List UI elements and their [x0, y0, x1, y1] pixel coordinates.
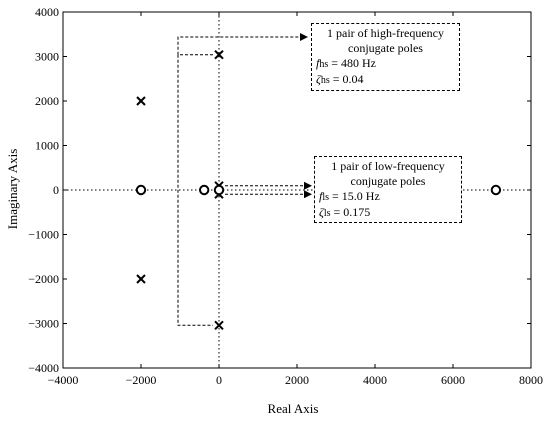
x-tick-label: −4000 — [48, 373, 79, 387]
y-tick-label: 1000 — [35, 139, 59, 153]
x-tick-label: 6000 — [441, 373, 465, 387]
annotation-low-line-1: 1 pair of low-frequency — [331, 159, 445, 173]
y-tick-label: 0 — [53, 183, 59, 197]
annotation-low-frequency-param: fls = 15.0 Hz — [319, 189, 380, 203]
x-tick-label: −2000 — [126, 373, 157, 387]
zero-mark — [198, 184, 210, 196]
high-pole-arrow — [177, 33, 308, 55]
y-axis-label: Imaginary Axis — [5, 149, 20, 230]
pole-mark — [136, 274, 146, 284]
annotation-high-line-2: conjugate poles — [348, 41, 423, 55]
zero-mark — [135, 184, 147, 196]
high-pole-bracket — [177, 54, 213, 326]
annotation-low-line-2: conjugate poles — [350, 174, 426, 188]
annotation-low-damping-param: ζls = 0.175 — [319, 205, 371, 219]
y-tick-label: −3000 — [28, 317, 59, 331]
reference-lines — [63, 12, 531, 368]
x-tick-label: 0 — [216, 373, 222, 387]
annotation-high-frequency-param: fhs = 480 Hz — [316, 56, 377, 70]
pole-mark — [136, 96, 146, 106]
x-tick-label: 8000 — [519, 373, 543, 387]
y-tick-label: −1000 — [28, 228, 59, 242]
y-tick-label: −2000 — [28, 272, 59, 286]
pole-mark — [214, 320, 224, 330]
annotation-high-frequency: 1 pair of high-frequency conjugate poles… — [311, 23, 460, 91]
pole-mark — [214, 50, 224, 60]
annotation-high-damping-param: ζhs = 0.04 — [316, 72, 364, 86]
zero-mark — [490, 184, 502, 196]
annotation-high-line-1: 1 pair of high-frequency — [327, 26, 444, 40]
annotation-connectors — [177, 33, 312, 326]
x-tick-label: 2000 — [285, 373, 309, 387]
axes: −4000 −2000 0 2000 4000 6000 8000 −4000 −3000 −20… — [28, 5, 543, 387]
x-axis-label: Real Axis — [268, 401, 319, 416]
zero-mark — [213, 184, 225, 196]
y-tick-label: −4000 — [28, 361, 59, 375]
pole-zero-marks — [135, 50, 502, 330]
y-tick-label: 3000 — [35, 50, 59, 64]
annotation-low-frequency: 1 pair of low-frequency conjugate poles … — [314, 156, 462, 223]
x-tick-label: 4000 — [363, 373, 387, 387]
y-tick-label: 4000 — [35, 5, 59, 19]
y-tick-label: 2000 — [35, 94, 59, 108]
